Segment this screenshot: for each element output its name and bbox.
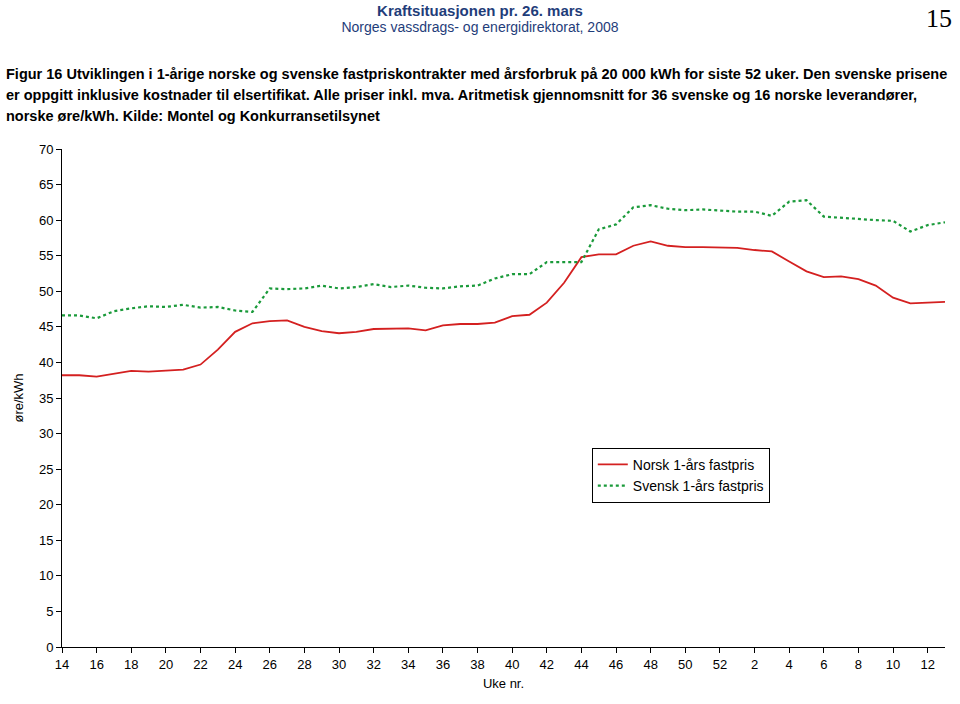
svg-text:40: 40 (39, 355, 53, 370)
svg-text:Uke nr.: Uke nr. (483, 676, 524, 691)
svg-text:52: 52 (713, 657, 727, 672)
svg-text:32: 32 (366, 657, 380, 672)
html-text:15: 15 (926, 4, 952, 33)
svg-text:40: 40 (505, 657, 519, 672)
svg-text:50: 50 (678, 657, 692, 672)
svg-text:15: 15 (39, 533, 53, 548)
svg-text:14: 14 (55, 657, 69, 672)
svg-text:48: 48 (643, 657, 657, 672)
svg-text:10: 10 (886, 657, 900, 672)
svg-text:16: 16 (89, 657, 103, 672)
svg-text:Svensk 1-års fastpris: Svensk 1-års fastpris (633, 478, 764, 494)
svg-text:5: 5 (46, 604, 53, 619)
svg-text:70: 70 (39, 142, 53, 157)
html-text:Kraftsituasjonen pr. 26. mars: Kraftsituasjonen pr. 26. mars (377, 2, 583, 19)
svg-text:26: 26 (263, 657, 277, 672)
svg-text:Norsk 1-års fastpris: Norsk 1-års fastpris (633, 457, 754, 473)
svg-text:6: 6 (820, 657, 827, 672)
svg-text:34: 34 (401, 657, 415, 672)
svg-text:50: 50 (39, 284, 53, 299)
svg-text:10: 10 (39, 568, 53, 583)
svg-text:65: 65 (39, 177, 53, 192)
svg-text:46: 46 (609, 657, 623, 672)
svg-text:36: 36 (436, 657, 450, 672)
svg-text:12: 12 (920, 657, 934, 672)
svg-text:8: 8 (855, 657, 862, 672)
svg-text:30: 30 (39, 426, 53, 441)
svg-text:42: 42 (540, 657, 554, 672)
svg-text:20: 20 (159, 657, 173, 672)
html-text:Norges vassdrags- og energidir: Norges vassdrags- og energidirektorat, 2… (341, 19, 619, 35)
svg-text:2: 2 (751, 657, 758, 672)
svg-text:4: 4 (786, 657, 793, 672)
svg-text:24: 24 (228, 657, 242, 672)
svg-text:18: 18 (124, 657, 138, 672)
svg-text:60: 60 (39, 213, 53, 228)
svg-text:22: 22 (193, 657, 207, 672)
svg-text:45: 45 (39, 319, 53, 334)
svg-text:25: 25 (39, 462, 53, 477)
svg-text:35: 35 (39, 391, 53, 406)
svg-text:38: 38 (470, 657, 484, 672)
svg-text:55: 55 (39, 248, 53, 263)
svg-text:28: 28 (297, 657, 311, 672)
svg-text:20: 20 (39, 497, 53, 512)
svg-text:øre/kWh: øre/kWh (11, 373, 26, 422)
svg-text:30: 30 (332, 657, 346, 672)
html-text:Figur 16 Utviklingen i 1-årige: Figur 16 Utviklingen i 1-årige norske og… (6, 66, 948, 124)
svg-text:0: 0 (46, 640, 53, 655)
svg-text:44: 44 (574, 657, 588, 672)
